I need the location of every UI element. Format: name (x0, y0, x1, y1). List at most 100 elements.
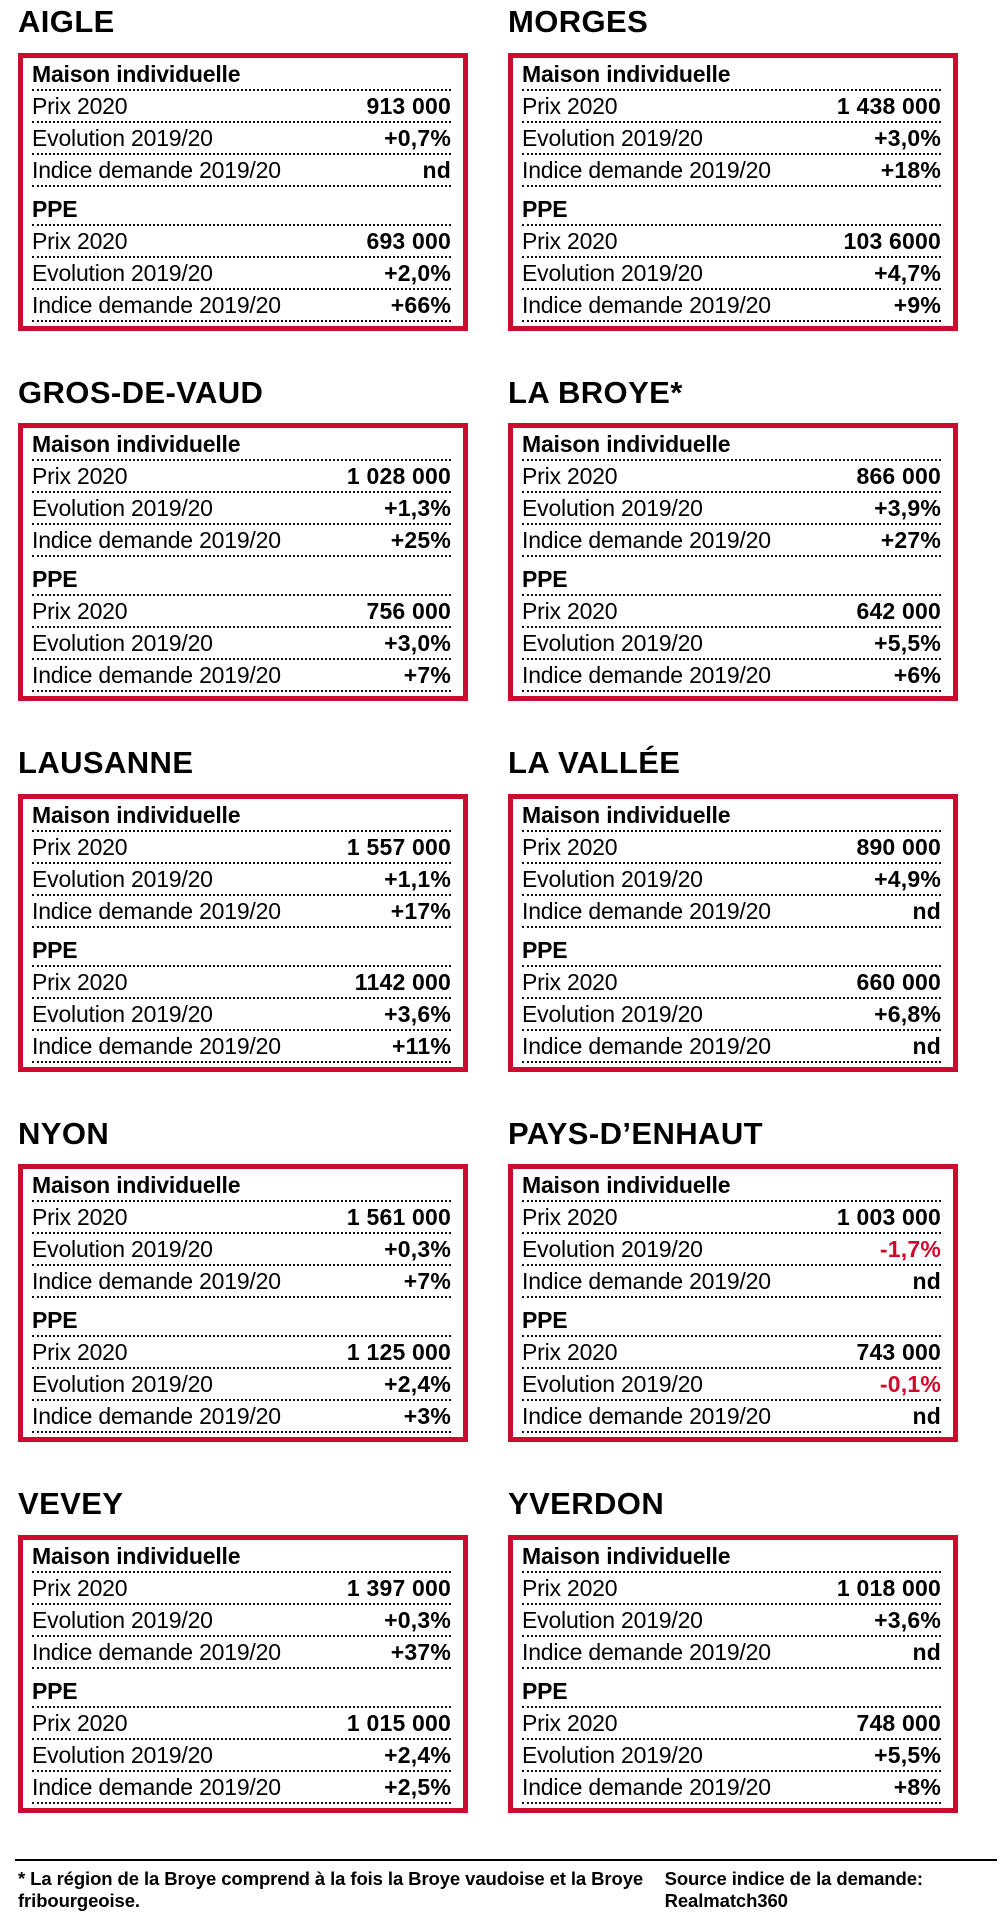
data-row-prix: Prix 2020 1 018 000 (522, 1573, 941, 1605)
row-value: nd (912, 1032, 941, 1059)
row-value: 1 015 000 (346, 1709, 451, 1736)
property-type-header: Maison individuelle (32, 429, 451, 462)
data-row-indice: Indice demande 2019/20 +11% (32, 1031, 451, 1063)
region-box: Maison individuelle Prix 2020 1 018 000 E… (508, 1534, 958, 1813)
property-type-header: Maison individuelle (522, 1541, 941, 1573)
row-value: 1 003 000 (836, 1204, 941, 1231)
row-label: Indice demande 2019/20 (522, 1773, 771, 1800)
row-label: Indice demande 2019/20 (522, 527, 771, 554)
region-title: AIGLE (18, 4, 115, 39)
row-label: Prix 2020 (522, 227, 618, 254)
row-value: -0,1% (879, 1371, 941, 1398)
region-box: Maison individuelle Prix 2020 1 397 000 E… (18, 1534, 468, 1813)
property-type-label: Maison individuelle (522, 801, 731, 828)
data-row-prix: Prix 2020 756 000 (32, 596, 451, 629)
row-value: 890 000 (856, 833, 941, 860)
region-card-yverdon: YVERDON Maison individuelle Prix 2020 1 0… (508, 1488, 958, 1813)
card-row-5: VEVEY Maison individuelle Prix 2020 1 397… (18, 1488, 1000, 1813)
region-box: Maison individuelle Prix 2020 1 557 000 E… (18, 793, 468, 1072)
row-label: Evolution 2019/20 (522, 495, 703, 522)
row-label: Indice demande 2019/20 (32, 1268, 281, 1295)
region-title: YVERDON (508, 1486, 665, 1522)
data-row-indice: Indice demande 2019/20 +27% (522, 525, 941, 558)
row-label: Evolution 2019/20 (32, 495, 213, 522)
row-label: Prix 2020 (522, 1204, 618, 1231)
row-value: +1,1% (384, 865, 451, 892)
row-label: Prix 2020 (32, 227, 128, 254)
row-label: Indice demande 2019/20 (32, 897, 281, 924)
row-value: +2,4% (384, 1741, 451, 1768)
footnote-broye: * La région de la Broye comprend à la fo… (18, 1867, 644, 1911)
row-value: +11% (392, 1032, 451, 1059)
data-row-indice: Indice demande 2019/20 nd (522, 1031, 941, 1063)
region-card-vevey: VEVEY Maison individuelle Prix 2020 1 397… (18, 1488, 468, 1813)
row-value: nd (422, 156, 451, 183)
data-row-evolution: Evolution 2019/20 -0,1% (522, 1369, 941, 1402)
data-row-prix: Prix 2020 866 000 (522, 461, 941, 494)
data-row-indice: Indice demande 2019/20 +66% (32, 290, 451, 322)
property-type-label: Maison individuelle (32, 60, 241, 87)
data-row-prix: Prix 2020 1 561 000 (32, 1202, 451, 1235)
row-value: nd (912, 1403, 941, 1430)
data-row-indice: Indice demande 2019/20 +17% (32, 896, 451, 928)
card-row-2: GROS-DE-VAUD Maison individuelle Prix 20… (18, 374, 1000, 702)
property-type-label: PPE (32, 1307, 78, 1334)
row-label: Indice demande 2019/20 (32, 291, 281, 318)
row-value: +37% (390, 1638, 451, 1665)
row-label: Evolution 2019/20 (522, 1000, 703, 1027)
region-card-la-vallee: LA VALLÉE Maison individuelle Prix 2020 8… (508, 747, 958, 1072)
row-label: Indice demande 2019/20 (32, 1638, 281, 1665)
row-label: Indice demande 2019/20 (522, 897, 771, 924)
row-value: nd (912, 1638, 941, 1665)
region-title: LA BROYE* (508, 374, 683, 410)
row-label: Indice demande 2019/20 (32, 527, 281, 554)
property-type-label: PPE (32, 936, 78, 963)
row-value: +4,7% (874, 259, 941, 286)
row-value: 743 000 (856, 1339, 941, 1366)
row-value: +0,3% (384, 1236, 451, 1263)
row-value: 748 000 (856, 1709, 941, 1736)
row-label: Evolution 2019/20 (522, 1371, 703, 1398)
row-value: +2,0% (384, 259, 451, 286)
row-value: -1,7% (879, 1236, 941, 1263)
property-type-header: PPE (32, 194, 451, 226)
data-row-indice: Indice demande 2019/20 +18% (522, 155, 941, 187)
row-value: +0,7% (384, 124, 451, 151)
row-label: Evolution 2019/20 (32, 1741, 213, 1768)
region-card-nyon: NYON Maison individuelle Prix 2020 1 561 … (18, 1117, 468, 1443)
property-type-header: Maison individuelle (32, 1541, 451, 1573)
property-type-header: PPE (32, 564, 451, 597)
row-value: +3,0% (874, 124, 941, 151)
data-row-prix: Prix 2020 642 000 (522, 596, 941, 629)
data-row-evolution: Evolution 2019/20 +5,5% (522, 1740, 941, 1772)
data-row-evolution: Evolution 2019/20 +1,3% (32, 493, 451, 526)
row-value: +7% (403, 662, 451, 689)
row-value: +3,6% (384, 1000, 451, 1027)
property-type-label: PPE (522, 1677, 568, 1704)
data-row-prix: Prix 2020 1 125 000 (32, 1337, 451, 1370)
row-label: Indice demande 2019/20 (522, 1638, 771, 1665)
row-value: +3,9% (874, 495, 941, 522)
row-label: Evolution 2019/20 (32, 1606, 213, 1633)
row-label: Evolution 2019/20 (522, 124, 703, 151)
data-row-evolution: Evolution 2019/20 +4,7% (522, 258, 941, 290)
row-label: Prix 2020 (32, 1204, 128, 1231)
region-card-la-broye: LA BROYE* Maison individuelle Prix 2020 8… (508, 374, 958, 702)
data-row-indice: Indice demande 2019/20 +25% (32, 525, 451, 558)
row-value: +6% (893, 662, 941, 689)
row-label: Evolution 2019/20 (32, 1236, 213, 1263)
data-row-prix: Prix 2020 1 028 000 (32, 461, 451, 494)
row-value: nd (912, 897, 941, 924)
data-row-prix: Prix 2020 748 000 (522, 1708, 941, 1740)
data-row-prix: Prix 2020 743 000 (522, 1337, 941, 1370)
property-type-label: Maison individuelle (32, 801, 241, 828)
data-row-indice: Indice demande 2019/20 +37% (32, 1637, 451, 1669)
region-box: Maison individuelle Prix 2020 1 028 000 E… (18, 423, 468, 702)
row-value: 642 000 (856, 598, 941, 625)
row-value: +5,5% (874, 1741, 941, 1768)
row-label: Indice demande 2019/20 (32, 156, 281, 183)
data-row-prix: Prix 2020 660 000 (522, 967, 941, 999)
row-value: 1 028 000 (346, 463, 451, 490)
region-box: Maison individuelle Prix 2020 1 003 000 E… (508, 1164, 958, 1443)
